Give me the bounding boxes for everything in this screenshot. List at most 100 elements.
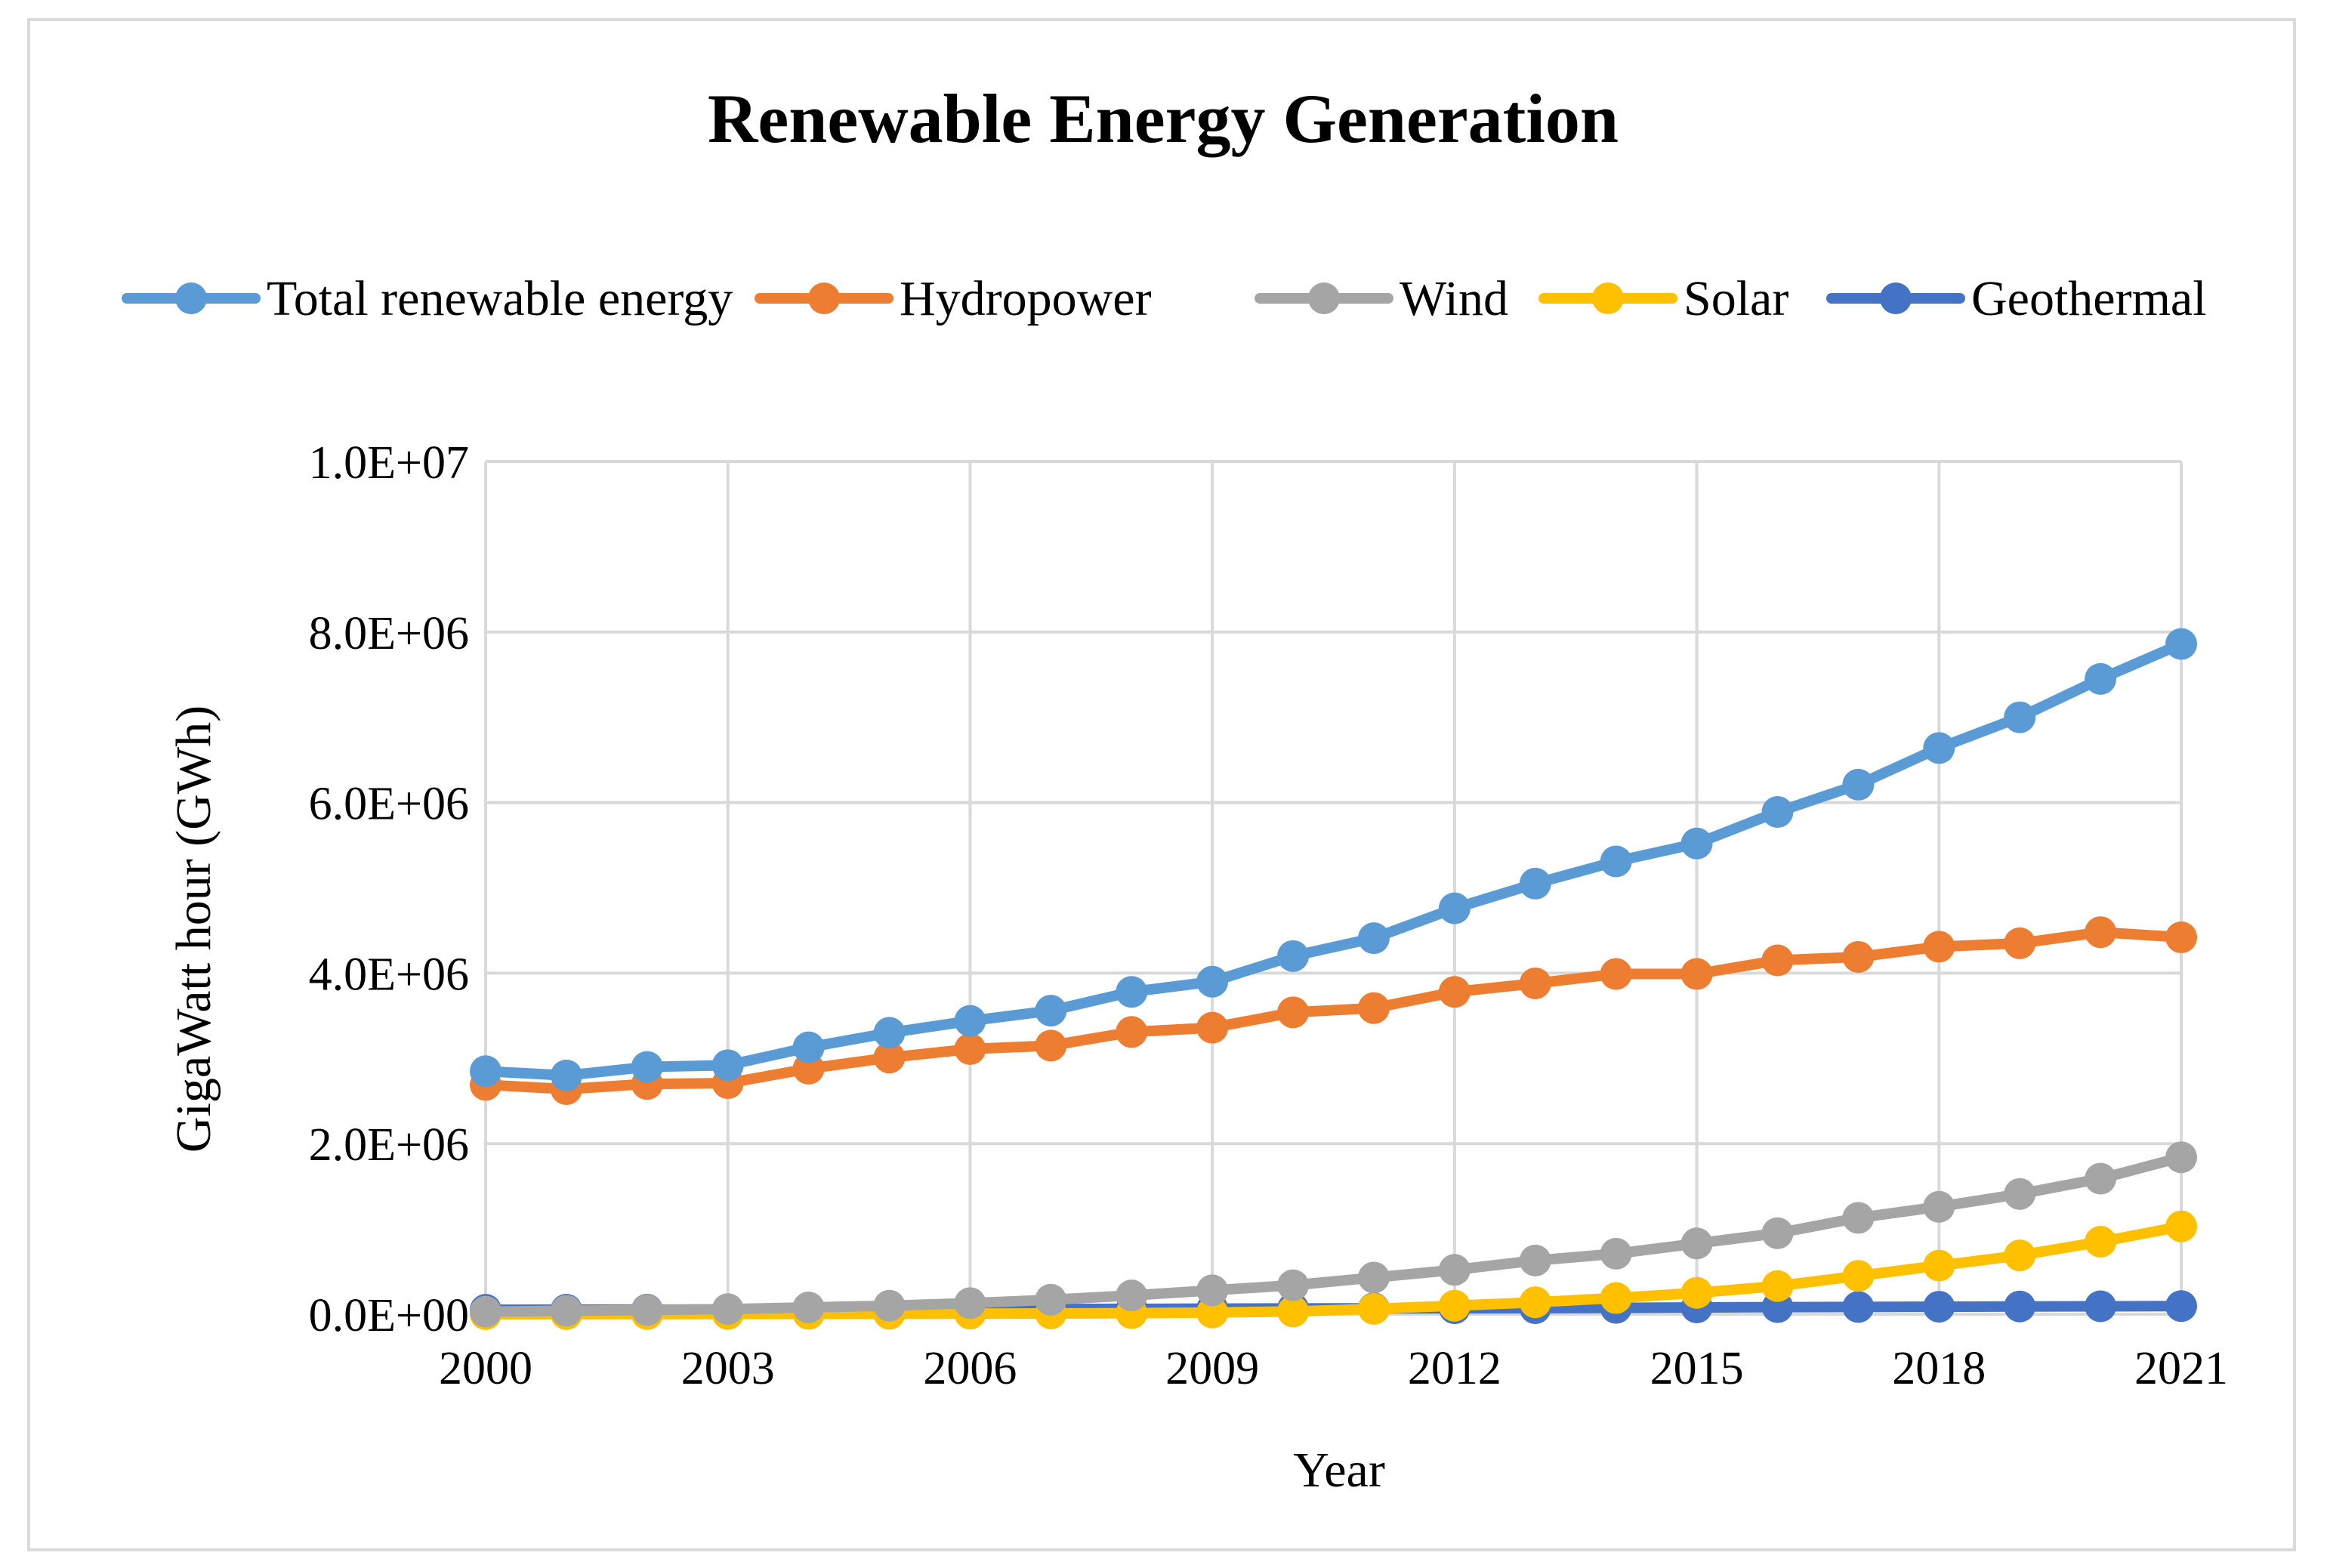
legend-marker [808, 282, 840, 314]
data-point [1357, 1261, 1390, 1294]
legend-marker [1308, 282, 1340, 314]
data-point [2165, 628, 2197, 660]
x-axis-ticks: 2000 2003 2006 2009 2012 2015 2018 2021 [439, 1343, 2228, 1394]
y-tick-label: 4.0E+06 [309, 949, 469, 1000]
data-point [1357, 1292, 1390, 1325]
data-point [1761, 1270, 1794, 1302]
data-point [2165, 1290, 2197, 1323]
x-tick-label: 2015 [1650, 1343, 1744, 1394]
x-axis-label: Year [1293, 1443, 1385, 1498]
data-point [1761, 796, 1794, 829]
legend-item[interactable]: Geothermal [1826, 271, 2207, 326]
data-point [873, 1042, 906, 1074]
data-point [1277, 1295, 1310, 1328]
y-tick-label: 0.0E+00 [309, 1290, 469, 1341]
legend-label: Wind [1400, 271, 1508, 326]
data-point [1438, 892, 1471, 924]
gridlines [484, 460, 2183, 1316]
data-point [1842, 1291, 1875, 1323]
data-point [954, 1287, 986, 1320]
data-point [1196, 1296, 1229, 1329]
data-point [1116, 976, 1148, 1008]
data-point [1842, 1260, 1875, 1292]
legend-item[interactable]: Wind [1255, 271, 1508, 326]
legend-item[interactable]: Hydropower [755, 271, 1152, 326]
y-axis-ticks: 0.0E+00 2.0E+06 4.0E+06 6.0E+06 8.0E+06 1.0E+… [309, 437, 469, 1341]
legend-item[interactable]: Solar [1538, 271, 1788, 326]
series-line [480, 1152, 2187, 1317]
data-point [873, 1289, 906, 1322]
data-point [1842, 940, 1875, 973]
x-tick-label: 2006 [923, 1343, 1017, 1394]
x-tick-label: 2018 [1892, 1343, 1986, 1394]
x-tick-label: 2009 [1165, 1343, 1259, 1394]
data-point [873, 1017, 906, 1049]
data-point [1035, 1029, 1067, 1062]
data-point [711, 1293, 744, 1326]
data-point [2085, 662, 2117, 695]
series-total-renewable-energy [470, 628, 2197, 1091]
legend-label: Geothermal [1971, 271, 2207, 326]
data-point [2085, 1226, 2117, 1258]
data-point [1923, 931, 1955, 963]
data-point [1842, 768, 1875, 801]
data-point [631, 1051, 663, 1083]
legend-item[interactable]: Total renewable energy [122, 271, 733, 326]
data-point [1923, 732, 1955, 764]
x-tick-label: 2000 [439, 1343, 532, 1394]
legend: Total renewable energy Hydropower Wind Sola… [122, 271, 2207, 326]
data-point [1196, 1011, 1229, 1044]
data-point [792, 1291, 825, 1323]
data-point [1357, 992, 1390, 1024]
data-point [631, 1294, 663, 1326]
data-point [1277, 1269, 1310, 1301]
data-point [1761, 944, 1794, 977]
y-tick-label: 8.0E+06 [309, 608, 469, 659]
data-point [792, 1031, 825, 1063]
data-point [1035, 995, 1067, 1027]
series-line [480, 927, 2187, 1094]
data-point [1438, 1289, 1471, 1322]
data-point [550, 1295, 582, 1327]
data-point [1680, 958, 1713, 990]
series-line [480, 1221, 2187, 1320]
series-wind [470, 1141, 2197, 1328]
data-point [1761, 1217, 1794, 1249]
data-point [954, 1032, 986, 1065]
x-tick-label: 2012 [1408, 1343, 1501, 1394]
y-tick-label: 2.0E+06 [309, 1119, 469, 1171]
data-point [1519, 967, 1551, 999]
data-point [1923, 1291, 1955, 1323]
data-point [711, 1049, 744, 1082]
y-tick-label: 6.0E+06 [309, 779, 469, 830]
data-point [2165, 921, 2197, 953]
data-point [1438, 1254, 1471, 1286]
data-point [1600, 1237, 1632, 1270]
data-point [1357, 922, 1390, 955]
legend-marker [1880, 282, 1912, 314]
data-point [1923, 1249, 1955, 1282]
data-point [2085, 1290, 2117, 1323]
x-tick-label: 2021 [2134, 1343, 2228, 1394]
data-point [1116, 1016, 1148, 1048]
data-point [1680, 1276, 1713, 1309]
data-point [1519, 1286, 1551, 1319]
y-axis-label: GigaWatt hour (GWh) [166, 705, 221, 1153]
data-point [1035, 1283, 1067, 1316]
data-point [1680, 827, 1713, 860]
data-point [1277, 996, 1310, 1029]
data-point [2004, 927, 2036, 959]
data-point [2004, 1178, 2036, 1210]
data-point [1116, 1279, 1148, 1312]
data-point [1680, 1227, 1713, 1260]
x-tick-label: 2003 [681, 1343, 775, 1394]
data-point [2085, 1162, 2117, 1195]
legend-label: Hydropower [900, 271, 1152, 326]
data-point [2085, 916, 2117, 949]
legend-marker [175, 282, 207, 314]
data-point [470, 1055, 502, 1088]
data-point [1923, 1190, 1955, 1223]
data-point [954, 1005, 986, 1037]
data-point [2004, 1239, 2036, 1272]
